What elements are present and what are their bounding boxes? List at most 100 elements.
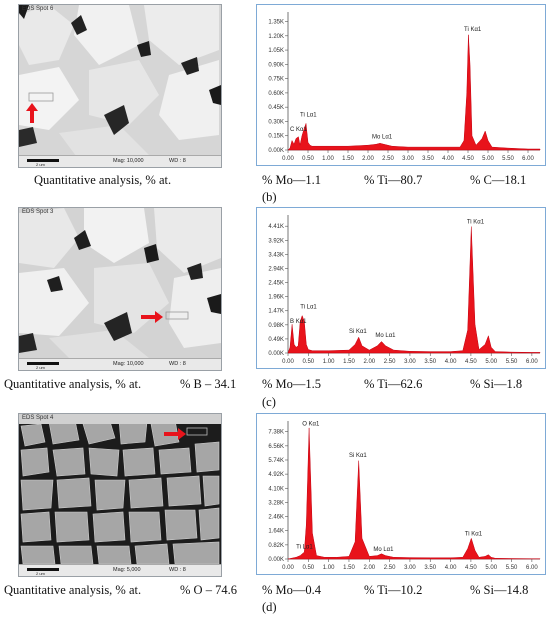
peak-label: B Kα1 xyxy=(290,319,307,325)
x-tick-label: 1.00 xyxy=(322,156,334,162)
y-tick-label: 0.15K xyxy=(268,134,284,140)
element-mo-d: % Mo—0.4 xyxy=(262,583,322,597)
x-tick-label: 5.00 xyxy=(485,359,497,365)
spectrum-chart-c: 0.00K 0.49K 0.98K 1.47K 1.96K 2.45K 2.94K 3.43K… xyxy=(256,207,546,369)
quant-caption-b: Quantitative analysis, % at. xyxy=(34,173,172,187)
x-tick-label: 4.00 xyxy=(445,565,457,571)
sem-footer: 2 um Mag: 10,000 WD : 8 xyxy=(19,358,221,370)
y-tick-label: 0.82K xyxy=(268,543,284,549)
peak-label: Si Kα1 xyxy=(349,329,367,335)
x-tick-label: 0.50 xyxy=(302,565,314,571)
y-tick-label: 0.30K xyxy=(268,119,284,125)
spectrum-chart-b: 0.00K 0.15K 0.30K 0.45K 0.60K 0.75K 0.90K 1.05K… xyxy=(256,4,546,166)
x-tick-label: 4.00 xyxy=(445,359,457,365)
sem-title: EDS Spot 6 xyxy=(22,6,54,12)
red-arrow-icon xyxy=(164,427,186,445)
quant-caption-d: Quantitative analysis, % at. xyxy=(4,583,142,597)
y-tick-label: 0.90K xyxy=(268,62,284,68)
x-tick-label: 0.00 xyxy=(282,359,294,365)
peak-label: Mo Lα1 xyxy=(373,547,394,553)
y-tick-label: 4.41K xyxy=(268,224,284,230)
element-ti-b: % Ti—80.7 xyxy=(364,173,423,187)
spectrum-area xyxy=(287,34,541,151)
x-tick-label: 4.50 xyxy=(462,156,474,162)
x-tick-label: 3.00 xyxy=(402,156,414,162)
y-tick-label: 1.96K xyxy=(268,295,284,301)
peak-label: Mo Lα1 xyxy=(375,333,396,339)
y-tick-label: 0.98K xyxy=(268,323,284,329)
x-tick-label: 2.50 xyxy=(382,156,394,162)
chart-frame xyxy=(256,4,546,166)
x-tick-label: 1.50 xyxy=(343,565,355,571)
peak-label: O Kα1 xyxy=(302,421,320,427)
peak-label: C Kα1 xyxy=(290,127,307,133)
peak-label: Mo Lα1 xyxy=(372,135,393,141)
y-tick-label: 0.00K xyxy=(268,148,284,154)
red-arrow-icon xyxy=(26,103,38,128)
x-tick-label: 2.50 xyxy=(384,565,396,571)
peak-label: Ti Lα1 xyxy=(296,545,313,551)
element-3-d: % Si—14.8 xyxy=(470,583,529,597)
working-distance: WD : 8 xyxy=(169,361,186,367)
x-tick-label: 0.00 xyxy=(282,565,294,571)
element-3-c: % Si—1.8 xyxy=(470,377,523,391)
x-tick-label: 2.50 xyxy=(384,359,396,365)
x-tick-label: 2.00 xyxy=(363,359,375,365)
y-tick-label: 0.75K xyxy=(268,77,284,83)
x-tick-label: 5.50 xyxy=(506,359,518,365)
scale-bar xyxy=(27,159,59,162)
magnification: Mag: 10,000 xyxy=(113,158,144,164)
y-tick-label: 1.20K xyxy=(268,34,284,40)
x-tick-label: 4.50 xyxy=(465,565,477,571)
y-tick-label: 5.74K xyxy=(268,458,284,464)
y-tick-label: 1.64K xyxy=(268,529,284,535)
x-tick-label: 6.00 xyxy=(522,156,534,162)
scale-label: 2 um xyxy=(36,571,45,576)
x-tick-label: 3.50 xyxy=(424,359,436,365)
magnification: Mag: 10,000 xyxy=(113,361,144,367)
sem-image-c: EDS Spot 3 2 um Mag: 10,000 WD : 8 xyxy=(18,207,222,371)
x-tick-label: 1.50 xyxy=(342,156,354,162)
panel-label-d: (d) xyxy=(262,600,277,614)
x-tick-label: 0.50 xyxy=(302,156,314,162)
y-tick-label: 0.00K xyxy=(268,351,284,357)
magnification: Mag: 5,000 xyxy=(113,567,141,573)
peak-label: Ti Kα1 xyxy=(464,27,482,33)
x-tick-label: 3.00 xyxy=(404,359,416,365)
sem-title: EDS Spot 3 xyxy=(22,209,54,215)
y-tick-label: 6.56K xyxy=(268,444,284,450)
y-tick-label: 0.45K xyxy=(268,105,284,111)
sem-micrograph-b xyxy=(19,5,221,167)
y-tick-label: 3.28K xyxy=(268,500,284,506)
element-mo-c: % Mo—1.5 xyxy=(262,377,322,391)
y-tick-label: 1.35K xyxy=(268,20,284,26)
y-tick-label: 4.92K xyxy=(268,472,284,478)
quant-caption-c: Quantitative analysis, % at. xyxy=(4,377,142,391)
y-tick-label: 7.38K xyxy=(268,430,284,436)
scale-label: 2 um xyxy=(36,365,45,370)
x-tick-label: 4.50 xyxy=(465,359,477,365)
peak-label: Ti Kα1 xyxy=(467,220,485,226)
sem-image-d: EDS Spot 4 2 um Mag: 5,000 WD : 8 xyxy=(18,413,222,577)
peak-label: Ti Lα1 xyxy=(300,304,317,310)
scale-bar xyxy=(27,568,59,571)
spectrum-area xyxy=(287,226,541,354)
left-element-d: % O – 74.6 xyxy=(180,583,237,597)
peak-label: Si Kα1 xyxy=(349,453,367,459)
x-tick-label: 1.00 xyxy=(323,359,335,365)
x-tick-label: 0.50 xyxy=(302,359,314,365)
spectrum-area xyxy=(287,427,541,560)
element-ti-d: % Ti—10.2 xyxy=(364,583,423,597)
element-ti-c: % Ti—62.6 xyxy=(364,377,423,391)
x-tick-label: 1.50 xyxy=(343,359,355,365)
y-tick-label: 0.49K xyxy=(268,337,284,343)
peak-label: Ti Kα1 xyxy=(465,532,483,538)
red-arrow-icon xyxy=(141,310,163,328)
y-tick-label: 1.05K xyxy=(268,48,284,54)
x-tick-label: 3.00 xyxy=(404,565,416,571)
sem-micrograph-d xyxy=(19,414,221,576)
working-distance: WD : 8 xyxy=(169,158,186,164)
y-tick-label: 2.46K xyxy=(268,515,284,521)
y-tick-label: 0.00K xyxy=(268,557,284,563)
sem-title: EDS Spot 4 xyxy=(22,415,54,421)
